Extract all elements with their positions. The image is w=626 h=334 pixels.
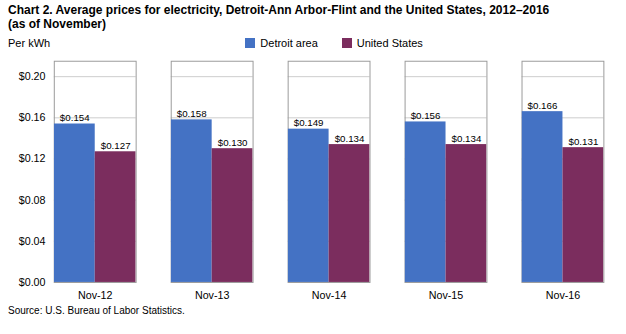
svg-text:Nov-16: Nov-16: [546, 289, 581, 301]
svg-text:$0.134: $0.134: [335, 133, 365, 144]
svg-text:$0.134: $0.134: [452, 133, 482, 144]
html-text:Detroit area: Detroit area: [260, 37, 318, 49]
svg-text:$0.20: $0.20: [19, 70, 46, 82]
svg-text:$0.00: $0.00: [19, 276, 46, 288]
svg-text:$0.127: $0.127: [101, 140, 131, 151]
svg-text:$0.156: $0.156: [411, 110, 441, 121]
html-text:Source: U.S. Bureau of Labor S: Source: U.S. Bureau of Labor Statistics.: [8, 305, 185, 317]
svg-text:$0.08: $0.08: [19, 194, 46, 206]
html-text:Per kWh: Per kWh: [8, 37, 51, 49]
svg-text:Nov-14: Nov-14: [312, 289, 347, 301]
html-text:United States: United States: [356, 37, 423, 49]
svg-text:Nov-15: Nov-15: [429, 289, 464, 301]
svg-text:$0.04: $0.04: [19, 235, 46, 247]
html-text:Chart 2. Average prices for el: Chart 2. Average prices for electricity,…: [8, 3, 550, 17]
svg-text:$0.149: $0.149: [294, 117, 324, 128]
svg-text:$0.131: $0.131: [569, 136, 599, 147]
svg-text:$0.130: $0.130: [218, 137, 248, 148]
svg-text:$0.166: $0.166: [528, 100, 558, 111]
svg-text:$0.158: $0.158: [177, 108, 207, 119]
svg-text:Nov-12: Nov-12: [78, 289, 113, 301]
svg-text:$0.12: $0.12: [19, 152, 46, 164]
svg-text:$0.154: $0.154: [60, 112, 90, 123]
html-text:(as of November): (as of November): [8, 17, 106, 31]
svg-text:$0.16: $0.16: [19, 111, 46, 123]
svg-text:Nov-13: Nov-13: [195, 289, 230, 301]
